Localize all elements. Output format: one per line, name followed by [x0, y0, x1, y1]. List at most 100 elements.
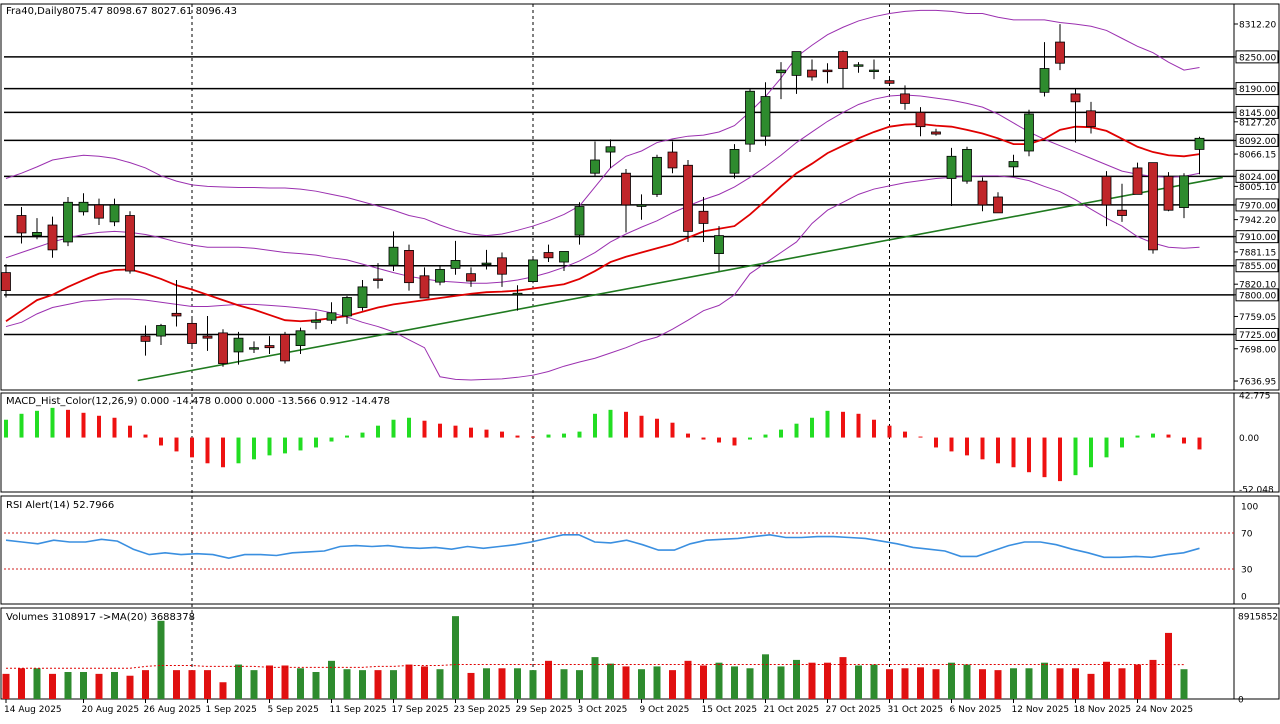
macd-histogram-bar: [360, 432, 365, 438]
macd-histogram-bar: [732, 437, 737, 446]
candle-body: [559, 251, 569, 263]
volume-bar: [421, 666, 428, 699]
macd-histogram-bar: [391, 419, 396, 438]
volume-bar: [266, 665, 273, 699]
volume-bar: [948, 662, 955, 699]
price-tick-label: 7855.00: [1239, 262, 1276, 272]
volume-bar: [483, 668, 490, 699]
price-level-tag: [1235, 259, 1279, 273]
candle-body: [1132, 167, 1143, 195]
macd-histogram-bar: [81, 412, 86, 438]
macd-histogram-bar: [469, 427, 473, 438]
candle-body: [280, 334, 290, 362]
price-level-tag: [1235, 327, 1279, 341]
candle-body: [202, 335, 213, 339]
volume-bar: [49, 673, 56, 699]
macd-histogram-bar: [376, 425, 380, 438]
time-tick-label: 3 Oct 2025: [578, 705, 628, 715]
macd-histogram-bar: [1120, 437, 1124, 448]
candle-body: [264, 345, 275, 349]
volume-bar: [715, 662, 723, 699]
candle-body: [63, 201, 73, 243]
candle-body: [946, 155, 957, 179]
candle-body: [698, 210, 709, 224]
volume-bar: [963, 664, 971, 699]
macd-histogram-bar: [593, 413, 597, 438]
volume-bar: [638, 669, 645, 699]
volume-bar: [188, 670, 196, 699]
candle-body: [404, 250, 414, 284]
candle-body: [621, 172, 631, 206]
rsi-frame: [0, 495, 1280, 605]
macd-histogram-bar: [841, 411, 845, 438]
price-level-tag: [1235, 198, 1279, 212]
price-level-tag: [1235, 288, 1279, 302]
macd-histogram-bar: [267, 437, 272, 456]
candle-body: [295, 330, 306, 346]
macd-panel[interactable]: [4, 407, 1202, 482]
volume-bar: [281, 665, 289, 699]
time-tick-label: 27 Oct 2025: [826, 705, 882, 715]
candle-body: [497, 257, 507, 275]
time-tick-label: 17 Sep 2025: [392, 705, 449, 715]
macd-histogram-bar: [655, 418, 659, 438]
volume-bar: [467, 672, 475, 699]
macd-label: MACD_Hist_Color(12,26,9) 0.000 -14.478 0…: [6, 396, 390, 407]
volume-bar: [405, 664, 413, 699]
macd-tick-label: -52.048: [1239, 486, 1274, 496]
volume-bar: [126, 675, 134, 699]
bollinger-middle-line: [5, 94, 1200, 284]
volume-panel[interactable]: [2, 616, 1188, 699]
price-panel[interactable]: [1, 9, 1235, 382]
volume-bar: [1072, 668, 1079, 699]
macd-histogram-bar: [1073, 437, 1078, 476]
macd-histogram-bar: [794, 423, 799, 438]
macd-histogram-bar: [19, 413, 24, 438]
time-tick-label: 9 Oct 2025: [640, 705, 690, 715]
volume-bar: [762, 654, 769, 699]
price-tick-label: 7759.05: [1239, 313, 1276, 323]
volume-tick-label: 0: [1238, 696, 1244, 706]
macd-histogram-bar: [329, 437, 334, 442]
volume-bar: [95, 673, 103, 699]
macd-histogram-bar: [810, 417, 814, 438]
macd-histogram-bar: [1104, 437, 1109, 458]
candle-body: [357, 286, 368, 308]
price-tick-label: 8005.10: [1239, 183, 1276, 193]
time-tick-label: 29 Sep 2025: [516, 705, 573, 715]
macd-histogram-bar: [825, 410, 830, 438]
volume-bar: [1149, 659, 1157, 699]
volume-bar: [901, 668, 909, 699]
candle-body: [1039, 68, 1050, 93]
macd-histogram-bar: [283, 437, 287, 454]
candle-body: [869, 69, 879, 72]
volume-bar: [1087, 673, 1095, 699]
candle-body: [1070, 93, 1081, 103]
macd-histogram-bar: [670, 422, 675, 438]
volume-bar: [1180, 669, 1188, 699]
volume-bar: [607, 663, 614, 699]
candle-body: [977, 180, 988, 206]
macd-tick-label: 42.775: [1239, 392, 1271, 402]
rsi-panel[interactable]: [4, 532, 1234, 570]
candle-body: [94, 204, 104, 219]
macd-histogram-bar: [949, 437, 954, 452]
volume-bar: [669, 670, 676, 699]
macd-histogram-bar: [1182, 437, 1186, 444]
candle-body: [853, 64, 864, 67]
candle-body: [1055, 41, 1065, 64]
candle-body: [884, 80, 895, 84]
volume-bar: [545, 660, 552, 699]
candle-body: [450, 260, 461, 269]
macd-histogram-bar: [980, 437, 985, 460]
macd-histogram-bar: [701, 437, 706, 440]
volume-bar: [1056, 668, 1064, 699]
volume-bar: [917, 667, 924, 699]
volume-bar: [374, 670, 382, 699]
candle-body: [714, 235, 724, 254]
volume-bar: [297, 668, 304, 699]
candle-body: [140, 335, 151, 342]
macd-histogram-bar: [546, 434, 551, 438]
